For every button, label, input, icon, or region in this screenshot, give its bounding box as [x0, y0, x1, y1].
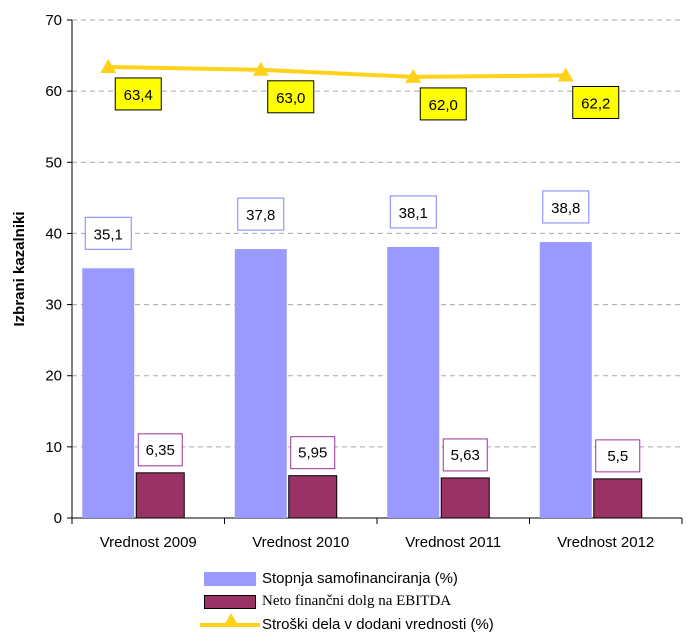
- data-label-net-debt: 5,95: [298, 445, 327, 462]
- y-tick-label: 10: [45, 439, 62, 456]
- data-label-box-net-debt: [595, 439, 641, 473]
- data-label-box-net-debt: [442, 438, 488, 472]
- x-tick-label: Vrednost 2012: [557, 534, 654, 551]
- data-label-box-net-debt: [290, 436, 336, 470]
- data-label-self-financing: 37,8: [246, 207, 275, 224]
- bar-self-financing: [387, 246, 440, 518]
- legend-label-self-financing: Stopnja samofinanciranja (%): [262, 570, 458, 587]
- data-label-net-debt: 6,35: [146, 442, 175, 459]
- data-label-self-financing: 38,8: [551, 200, 580, 217]
- y-tick-label: 50: [45, 154, 62, 171]
- legend-item-labour-costs: Stroški dela v dodani vrednosti (%): [200, 613, 600, 637]
- bar-net-debt: [593, 478, 643, 519]
- bar-self-financing: [82, 268, 135, 518]
- x-tick-label: Vrednost 2011: [405, 534, 501, 551]
- data-label-box-labour-costs: [419, 87, 467, 121]
- legend-label-net-debt: Neto finančni dolg na EBITDA: [262, 593, 452, 609]
- legend: Stopnja samofinanciranja (%) Neto finanč…: [200, 568, 600, 637]
- data-label-box-labour-costs: [267, 80, 315, 114]
- data-label-box-labour-costs: [114, 77, 162, 111]
- y-tick-label: 20: [45, 368, 62, 385]
- data-label-labour-costs: 63,4: [124, 87, 153, 104]
- legend-label-labour-costs: Stroški dela v dodani vrednosti (%): [262, 616, 494, 633]
- x-tick-label: Vrednost 2009: [100, 534, 197, 551]
- data-label-box-labour-costs: [572, 85, 620, 119]
- y-axis-title: Izbrani kazalniki: [11, 211, 28, 326]
- marker-labour-costs: [557, 67, 574, 82]
- legend-swatch-net-debt: [204, 595, 256, 609]
- legend-marker-labour-costs: [223, 613, 239, 627]
- data-label-net-debt: 5,5: [607, 448, 628, 465]
- marker-labour-costs: [405, 68, 422, 83]
- bar-self-financing: [539, 241, 592, 519]
- line-labour-costs: [108, 64, 566, 79]
- data-label-net-debt: 5,63: [451, 447, 480, 464]
- x-tick-label: Vrednost 2010: [252, 534, 349, 551]
- data-label-labour-costs: 62,0: [429, 97, 458, 114]
- data-label-labour-costs: 63,0: [276, 90, 305, 107]
- data-label-self-financing: 38,1: [399, 205, 428, 222]
- chart-svg: 0 10 20 30 40 50 60 70 Izbrani kazalniki Vrednost…: [11, 12, 683, 551]
- bar-self-financing: [234, 249, 287, 518]
- legend-item-net-debt: Neto finančni dolg na EBITDA: [200, 591, 600, 614]
- data-label-box-self-financing: [237, 197, 285, 231]
- data-label-self-financing: 35,1: [94, 226, 123, 243]
- marker-labour-costs: [252, 61, 269, 76]
- marker-labour-costs: [100, 58, 117, 73]
- y-tick-label: 60: [45, 83, 62, 100]
- bar-net-debt: [440, 477, 490, 519]
- data-label-box-self-financing: [389, 195, 437, 229]
- data-label-box-net-debt: [137, 433, 183, 467]
- y-tick-label: 40: [45, 225, 62, 242]
- data-label-box-self-financing: [84, 216, 132, 250]
- y-tick-label: 30: [45, 297, 62, 314]
- y-tick-label: 70: [45, 12, 62, 29]
- data-label-labour-costs: 62,2: [581, 95, 610, 112]
- bar-net-debt: [135, 472, 185, 519]
- bar-net-debt: [288, 475, 338, 519]
- legend-item-self-financing: Stopnja samofinanciranja (%): [200, 568, 600, 591]
- legend-swatch-self-financing: [204, 572, 256, 586]
- y-tick-label: 0: [54, 510, 62, 527]
- data-label-box-self-financing: [542, 190, 590, 224]
